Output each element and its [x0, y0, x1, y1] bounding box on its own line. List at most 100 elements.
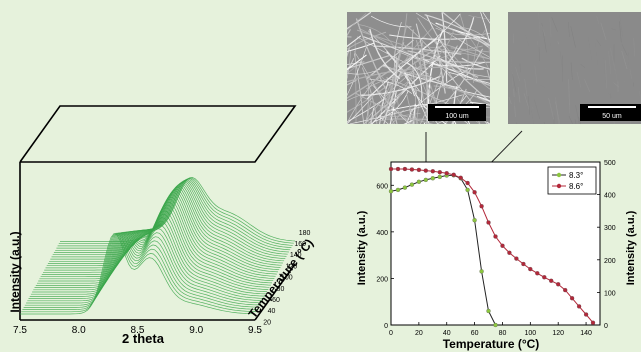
smooth-texture — [508, 12, 641, 124]
texture-streak — [594, 39, 599, 66]
texture-streak — [515, 66, 521, 82]
texture-streak — [621, 44, 628, 56]
series-8-6-point — [493, 234, 498, 239]
series-8-3-point — [437, 174, 442, 180]
series-8-6-point — [430, 169, 435, 174]
fiber — [415, 96, 420, 124]
fiber — [406, 25, 460, 89]
texture-streak — [629, 68, 632, 79]
legend: 8.3° 8.6° — [547, 166, 597, 195]
fiber — [365, 56, 434, 121]
texture-streak — [567, 21, 570, 38]
y-tick-label-right: 300 — [604, 225, 616, 232]
series-8-6-point — [395, 166, 401, 172]
x-tick-label: 8.5 — [131, 325, 145, 336]
waterfall-curve — [20, 233, 256, 315]
waterfall-curve — [23, 232, 259, 308]
x-tick-label: 7.5 — [13, 325, 27, 336]
fiber — [427, 31, 454, 65]
fiber — [363, 83, 413, 124]
series-8-3-point — [416, 179, 422, 184]
waterfall-frame — [19, 105, 297, 321]
fiber — [347, 46, 351, 58]
fiber — [379, 81, 389, 124]
fiber — [459, 14, 469, 78]
series-8-3-point — [402, 185, 408, 190]
texture-streak — [611, 28, 616, 31]
y-tick-label-left: 600 — [376, 183, 388, 190]
texture-streak — [551, 17, 558, 32]
series-8-6-point — [472, 190, 477, 195]
series-8-6-point — [569, 296, 575, 301]
fiber — [447, 71, 490, 84]
y-tick-label-left: 0 — [384, 323, 388, 330]
z-tick-label: 160 — [294, 241, 306, 248]
fiber — [438, 23, 490, 47]
legend-label-8-3: 8.3° — [569, 171, 583, 180]
series-8-6-point — [507, 250, 512, 255]
fiber — [431, 26, 490, 90]
texture-streak — [525, 34, 530, 47]
fiber — [365, 77, 369, 124]
waterfall-curves — [20, 177, 296, 315]
texture-streak — [608, 92, 613, 99]
waterfall-curve — [41, 194, 277, 275]
texture-streak — [532, 107, 534, 109]
z-tick-label: 180 — [299, 230, 311, 237]
fiber — [461, 57, 490, 70]
fiber — [469, 101, 490, 106]
y-tick-label-right: 200 — [604, 258, 616, 265]
texture-streak — [538, 12, 541, 37]
waterfall-curve — [39, 199, 275, 280]
texture-streak — [633, 38, 635, 57]
texture-streak — [619, 15, 624, 37]
series-8-6-point — [576, 304, 582, 309]
z-tick-label: 80 — [277, 286, 285, 293]
fiber — [361, 67, 378, 124]
texture-streak — [584, 79, 591, 92]
series-8-6-point — [514, 256, 519, 261]
fiber — [411, 108, 419, 124]
texture-streak — [559, 51, 563, 72]
waterfall-curve — [56, 178, 292, 249]
legend-label-8-6: 8.6° — [569, 182, 583, 191]
series-8-6-point — [465, 180, 470, 186]
x-tick-label: 0 — [389, 330, 393, 337]
fiber — [381, 56, 397, 122]
series-8-6-point — [590, 320, 596, 325]
fiber — [442, 12, 490, 50]
waterfall-curve — [49, 184, 285, 262]
series-8-6-point — [528, 266, 533, 272]
texture-streak — [524, 78, 528, 97]
texture-streak — [608, 122, 611, 124]
fiber — [444, 17, 475, 67]
waterfall-curve — [29, 224, 265, 297]
fiber — [468, 15, 490, 20]
fiber-texture — [347, 12, 490, 124]
y-tick-label-right: 500 — [604, 160, 616, 167]
y-tick-label-right: 100 — [604, 290, 616, 297]
fiber — [407, 50, 479, 78]
fiber — [354, 53, 364, 124]
fiber — [357, 23, 396, 49]
texture-streak — [575, 104, 580, 124]
texture-streak — [523, 93, 530, 110]
fiber — [347, 56, 412, 99]
fiber — [389, 90, 397, 124]
z-tick-label: 120 — [285, 263, 297, 270]
texture-streak — [570, 62, 573, 78]
series-8-6-point — [542, 275, 547, 280]
fiber — [347, 97, 386, 123]
texture-streak — [610, 48, 616, 72]
y-ticks-right: 0 100 200 300 400 500 — [597, 160, 616, 330]
texture-streak — [613, 82, 620, 88]
y-tick-label-left: 200 — [376, 276, 388, 283]
texture-streak — [528, 96, 530, 115]
x-tick-label: 100 — [524, 330, 536, 337]
z-tick-label: 40 — [268, 308, 276, 315]
waterfall-x-axis-label: 2 theta — [122, 331, 165, 346]
texture-streak — [561, 30, 564, 33]
series-8-3-point — [423, 177, 428, 183]
y-ticks-left: 0 200 400 600 — [376, 183, 394, 330]
frame-depth — [254, 263, 296, 321]
